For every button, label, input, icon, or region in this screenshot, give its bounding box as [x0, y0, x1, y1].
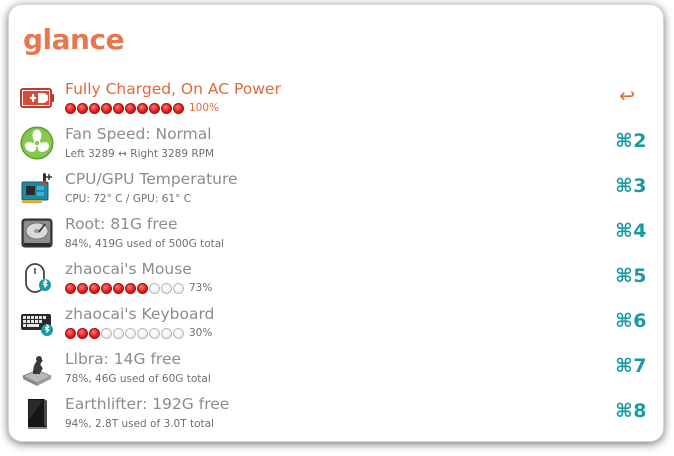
- level-dot-filled: [173, 102, 184, 114]
- level-dot-filled: [89, 327, 100, 339]
- hard-drive-icon: [19, 215, 55, 251]
- shortcut-cmd-5: ⌘5: [615, 265, 647, 287]
- battery-ac-plug-icon: [19, 80, 55, 116]
- keyboard-title: zhaocai's Keyboard: [65, 305, 215, 323]
- level-dot-filled: [125, 282, 136, 294]
- level-dot-empty: [113, 327, 124, 339]
- level-dot-empty: [149, 282, 160, 294]
- level-dot-empty: [161, 282, 172, 294]
- circuit-board-temperature-icon: [19, 170, 55, 206]
- battery-status-title: Fully Charged, On AC Power: [65, 80, 281, 98]
- external-drive-icon: [19, 395, 55, 431]
- level-dot-empty: [101, 327, 112, 339]
- level-dot-filled: [125, 102, 136, 114]
- list-item-earthlifter-disk[interactable]: Earthlifter: 192G free 94%, 2.8T used of…: [9, 392, 663, 437]
- level-dot-filled: [113, 282, 124, 294]
- list-item-fan[interactable]: Fan Speed: Normal Left 3289 ↔ Right 3289…: [9, 122, 663, 167]
- llbra-disk-title: Llbra: 14G free: [65, 350, 182, 368]
- level-dot-empty: [173, 282, 184, 294]
- return-icon: ↩: [619, 85, 635, 107]
- list-item-temperature[interactable]: CPU/GPU Temperature CPU: 72° C / GPU: 61…: [9, 167, 663, 212]
- root-disk-title: Root: 81G free: [65, 215, 178, 233]
- root-disk-detail: 84%, 419G used of 500G total: [65, 238, 225, 250]
- level-dot-empty: [125, 327, 136, 339]
- list-item-llbra-disk[interactable]: Llbra: 14G free 78%, 46G used of 60G tot…: [9, 347, 663, 392]
- shortcut-cmd-2: ⌘2: [615, 130, 647, 152]
- level-dot-filled: [137, 102, 148, 114]
- level-dot-filled: [77, 102, 88, 114]
- level-dot-filled: [101, 102, 112, 114]
- list-item-battery[interactable]: Fully Charged, On AC Power 100% ↩: [9, 77, 663, 122]
- level-dot-filled: [65, 282, 76, 294]
- bluetooth-mouse-icon: [19, 260, 55, 296]
- level-dot-filled: [65, 102, 76, 114]
- earthlifter-disk-title: Earthlifter: 192G free: [65, 395, 230, 413]
- time-machine-drive-icon: [19, 350, 55, 386]
- level-dot-filled: [89, 282, 100, 294]
- bluetooth-keyboard-icon: [19, 305, 55, 341]
- mouse-title: zhaocai's Mouse: [65, 260, 192, 278]
- temperature-detail: CPU: 72° C / GPU: 61° C: [65, 193, 192, 205]
- battery-level-meter: 100%: [65, 102, 219, 114]
- level-dot-empty: [161, 327, 172, 339]
- level-dot-empty: [173, 327, 184, 339]
- fan-rpm-detail: Left 3289 ↔ Right 3289 RPM: [65, 148, 215, 160]
- shortcut-cmd-6: ⌘6: [615, 310, 647, 332]
- app-title: glance: [23, 23, 125, 56]
- level-dot-filled: [89, 102, 100, 114]
- level-dot-filled: [137, 282, 148, 294]
- shortcut-cmd-8: ⌘8: [615, 400, 647, 422]
- mouse-battery-label: 73%: [189, 282, 213, 294]
- shortcut-cmd-7: ⌘7: [615, 355, 647, 377]
- temperature-title: CPU/GPU Temperature: [65, 170, 238, 188]
- level-dot-filled: [65, 327, 76, 339]
- level-dot-filled: [149, 102, 160, 114]
- shortcut-cmd-4: ⌘4: [615, 220, 647, 242]
- shortcut-cmd-3: ⌘3: [615, 175, 647, 197]
- llbra-disk-detail: 78%, 46G used of 60G total: [65, 373, 211, 385]
- list-item-keyboard[interactable]: zhaocai's Keyboard 30% ⌘6: [9, 302, 663, 347]
- mouse-battery-meter: 73%: [65, 282, 212, 294]
- level-dot-empty: [149, 327, 160, 339]
- keyboard-battery-label: 30%: [189, 327, 213, 339]
- level-dot-filled: [161, 102, 172, 114]
- glance-panel: glance Fully Charged, On AC Power 100% ↩: [8, 4, 664, 442]
- list-item-mouse[interactable]: zhaocai's Mouse 73% ⌘5: [9, 257, 663, 302]
- keyboard-battery-meter: 30%: [65, 327, 212, 339]
- list-item-root-disk[interactable]: Root: 81G free 84%, 419G used of 500G to…: [9, 212, 663, 257]
- level-dot-filled: [101, 282, 112, 294]
- fan-icon: [19, 125, 55, 161]
- battery-level-label: 100%: [189, 102, 220, 114]
- level-dot-empty: [137, 327, 148, 339]
- fan-speed-title: Fan Speed: Normal: [65, 125, 212, 143]
- earthlifter-disk-detail: 94%, 2.8T used of 3.0T total: [65, 418, 214, 430]
- level-dot-filled: [77, 282, 88, 294]
- level-dot-filled: [113, 102, 124, 114]
- level-dot-filled: [77, 327, 88, 339]
